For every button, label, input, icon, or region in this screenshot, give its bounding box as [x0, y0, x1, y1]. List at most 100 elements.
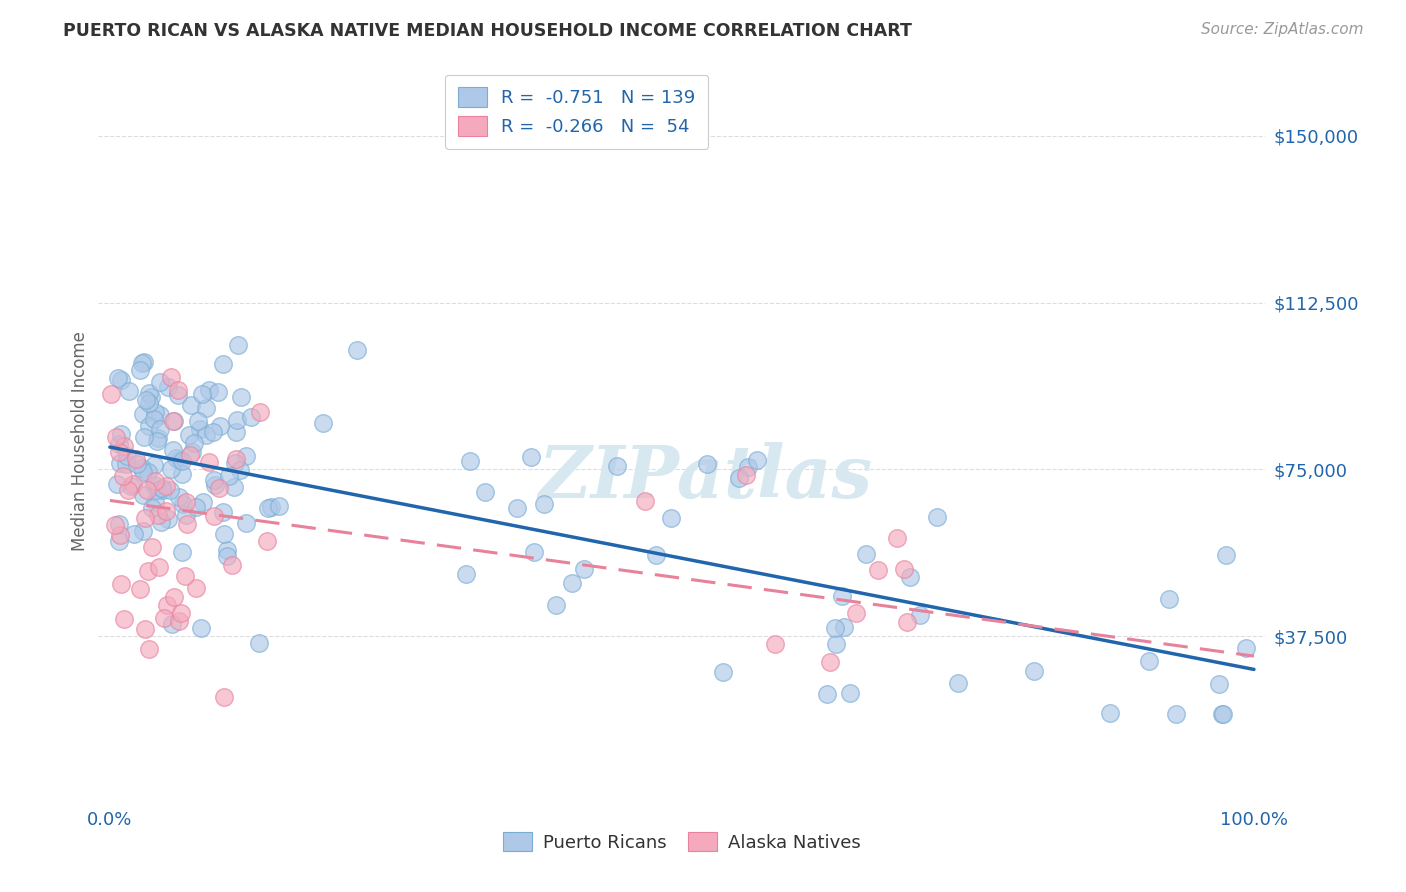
Point: [184, 500, 207, 514]
Point: [127, 457, 149, 471]
Point: [138, 642, 160, 657]
Point: [107, 517, 129, 532]
Point: [162, 617, 184, 632]
Point: [146, 431, 169, 445]
Point: [645, 548, 668, 562]
Point: [105, 477, 128, 491]
Point: [229, 463, 252, 477]
Point: [163, 590, 186, 604]
Point: [825, 637, 848, 651]
Point: [235, 449, 257, 463]
Point: [735, 468, 758, 483]
Point: [142, 458, 165, 472]
Point: [112, 439, 135, 453]
Point: [910, 608, 932, 623]
Point: [215, 549, 238, 563]
Point: [1099, 706, 1122, 721]
Point: [225, 425, 247, 440]
Point: [122, 527, 145, 541]
Point: [117, 483, 139, 497]
Point: [104, 518, 127, 533]
Point: [167, 452, 190, 467]
Point: [267, 500, 290, 514]
Point: [174, 495, 197, 509]
Point: [218, 469, 240, 483]
Point: [249, 405, 271, 419]
Point: [176, 516, 198, 531]
Point: [180, 398, 202, 412]
Point: [201, 425, 224, 439]
Point: [204, 478, 226, 492]
Point: [155, 504, 177, 518]
Point: [149, 409, 172, 423]
Point: [128, 363, 150, 377]
Point: [172, 497, 194, 511]
Point: [141, 541, 163, 555]
Point: [170, 454, 193, 468]
Point: [167, 388, 190, 402]
Point: [818, 655, 841, 669]
Point: [202, 509, 225, 524]
Point: [727, 471, 749, 485]
Point: [179, 448, 201, 462]
Point: [138, 419, 160, 434]
Point: [165, 450, 187, 465]
Point: [131, 407, 153, 421]
Point: [855, 547, 877, 561]
Point: [634, 493, 657, 508]
Point: [148, 508, 170, 523]
Point: [174, 508, 197, 522]
Point: [107, 436, 129, 450]
Point: [225, 413, 247, 427]
Point: [195, 428, 218, 442]
Point: [132, 430, 155, 444]
Point: [141, 501, 163, 516]
Point: [134, 622, 156, 636]
Point: [184, 582, 207, 596]
Point: [215, 543, 238, 558]
Point: [197, 455, 219, 469]
Point: [135, 483, 157, 497]
Point: [143, 495, 166, 509]
Point: [162, 414, 184, 428]
Point: [149, 375, 172, 389]
Point: [832, 620, 855, 634]
Point: [520, 450, 543, 464]
Point: [346, 343, 368, 358]
Point: [132, 488, 155, 502]
Point: [110, 373, 132, 387]
Point: [172, 545, 194, 559]
Point: [112, 469, 135, 483]
Point: [224, 457, 246, 471]
Point: [134, 511, 156, 525]
Point: [155, 598, 177, 612]
Point: [1157, 591, 1180, 606]
Point: [160, 462, 183, 476]
Point: [222, 480, 245, 494]
Point: [100, 386, 122, 401]
Point: [156, 512, 179, 526]
Point: [150, 481, 173, 495]
Point: [247, 636, 270, 650]
Point: [153, 611, 176, 625]
Point: [561, 575, 583, 590]
Point: [659, 510, 682, 524]
Point: [474, 484, 496, 499]
Point: [454, 566, 477, 581]
Point: [104, 430, 127, 444]
Point: [505, 500, 527, 515]
Point: [112, 612, 135, 626]
Point: [212, 357, 235, 371]
Point: [1215, 549, 1237, 563]
Point: [1212, 706, 1234, 721]
Point: [110, 528, 132, 542]
Point: [1022, 664, 1045, 678]
Point: [110, 577, 132, 591]
Point: [1234, 640, 1257, 655]
Point: [546, 598, 568, 612]
Point: [157, 380, 180, 394]
Point: [108, 533, 131, 548]
Point: [132, 465, 155, 479]
Point: [226, 337, 249, 351]
Point: [148, 560, 170, 574]
